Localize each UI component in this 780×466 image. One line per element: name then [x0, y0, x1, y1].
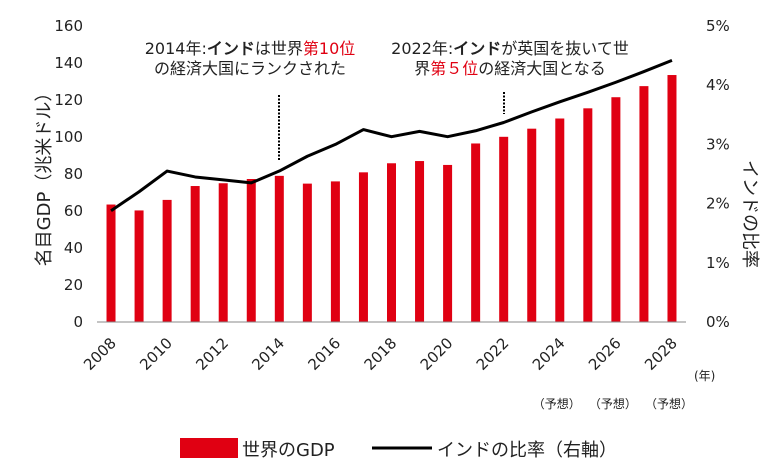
bar-2008	[106, 204, 116, 322]
y-tick-label: 60	[64, 202, 83, 220]
annotation-segment: 第５位	[430, 59, 478, 78]
y2-tick-label: 2%	[706, 195, 730, 213]
forecast-label: （予想）	[645, 396, 693, 411]
y2-axis-label: インドの比率	[739, 160, 760, 268]
annotation-text: 2022年:インドが英国を抜いて世	[391, 39, 629, 58]
y-tick-label: 80	[64, 165, 83, 183]
bar-2012	[218, 183, 228, 322]
y-tick-label: 140	[54, 54, 83, 72]
annotations: 2014年:インドは世界第10位の経済大国にランクされた2022年:インドが英国…	[145, 39, 629, 161]
annotation-segment: インド	[453, 39, 501, 58]
y2-tick-label: 0%	[706, 313, 730, 331]
forecast-label: （予想）	[533, 396, 581, 411]
bar-2023	[527, 128, 537, 322]
annotation-segment: は世界	[255, 39, 303, 58]
x-tick-label: 2014	[248, 334, 288, 374]
bar-2026	[611, 97, 621, 322]
y-tick-label: 120	[54, 91, 83, 109]
bar-2014	[274, 175, 284, 322]
x-tick-label: 2026	[585, 334, 625, 374]
y-tick-label: 20	[64, 276, 83, 294]
annotation-segment: 2022年:	[391, 39, 453, 58]
bar-2020	[443, 164, 453, 322]
y-tick-label: 100	[54, 128, 83, 146]
bar-2010	[162, 199, 172, 322]
y-tick-label: 40	[64, 239, 83, 257]
annotation-segment: インド	[207, 39, 255, 58]
x-tick-label: 2012	[192, 334, 232, 374]
y2-tick-label: 1%	[706, 254, 730, 272]
bar-2011	[190, 186, 200, 322]
bar-2009	[134, 210, 144, 322]
bar-2024	[555, 118, 565, 322]
annotation-segment: 界	[414, 59, 430, 78]
bar-2028	[667, 75, 677, 322]
bar-2025	[583, 108, 593, 322]
y2-tick-label: 3%	[706, 135, 730, 153]
x-tick-label: 2022	[473, 334, 513, 374]
bar-2013	[246, 179, 256, 322]
bar-2016	[330, 181, 340, 322]
x-tick-label: 2010	[136, 334, 176, 374]
legend: 世界のGDP インドの比率（右軸）	[180, 438, 617, 461]
annotation-segment: 2014年:	[145, 39, 207, 58]
y2-tick-label: 4%	[706, 76, 730, 94]
x-tick-label: 2008	[80, 334, 120, 374]
bar-2027	[639, 86, 649, 323]
bar-series-world-gdp	[106, 75, 677, 323]
line-india-share	[110, 58, 673, 212]
x-axis-unit: (年)	[694, 369, 715, 383]
y-tick-label: 0	[73, 313, 83, 331]
annotation-text: 2014年:インドは世界第10位	[145, 39, 356, 58]
bar-2019	[415, 161, 425, 322]
legend-label-world-gdp: 世界のGDP	[242, 440, 335, 461]
bar-2018	[387, 163, 396, 322]
annotation-text: の経済大国にランクされた	[154, 59, 346, 78]
bar-2015	[302, 183, 312, 322]
y-tick-label: 160	[54, 17, 83, 35]
annotation-segment: の経済大国となる	[478, 59, 606, 78]
line-series-india-share	[110, 58, 673, 212]
x-tick-label: 2024	[529, 334, 569, 374]
bar-2021	[471, 143, 481, 322]
y-axis-label: 名目GDP（兆米ドル）	[34, 84, 55, 267]
legend-swatch-world-gdp	[180, 438, 238, 458]
forecast-label: （予想）	[589, 396, 637, 411]
x-tick-label: 2028	[641, 334, 681, 374]
x-tick-label: 2020	[417, 334, 457, 374]
bar-2017	[358, 172, 368, 322]
x-tick-label: 2016	[305, 334, 345, 374]
legend-label-india-share: インドの比率（右軸）	[437, 440, 617, 461]
annotation-text: 界第５位の経済大国となる	[414, 59, 606, 78]
annotation-segment: が英国を抜いて世	[501, 39, 629, 58]
annotation-segment: の経済大国にランクされた	[154, 59, 346, 78]
annotation-segment: 第10位	[303, 39, 355, 58]
bar-2022	[499, 136, 509, 322]
y2-tick-label: 5%	[706, 17, 730, 35]
x-tick-label: 2018	[361, 334, 401, 374]
